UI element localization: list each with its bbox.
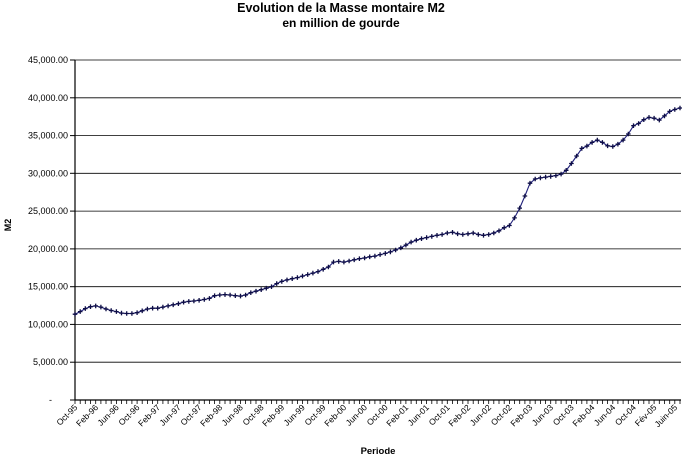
y-tick-label: 10,000.00 [28,319,68,329]
y-tick-label: 35,000.00 [28,131,68,141]
x-tick-label: Feb-99 [260,402,286,428]
x-tick-label: Feb-03 [508,402,534,428]
m2-series-line [74,107,681,315]
x-tick-label: Feb-97 [136,402,162,428]
y-tick-label: 30,000.00 [28,168,68,178]
x-tick-label: Jun-01 [406,402,432,428]
x-tick-label: Jun-04 [592,402,618,428]
x-tick-label: Juin-05 [652,402,679,429]
x-tick-label: Jun-97 [157,402,183,428]
x-tick-label: Feb-98 [198,402,224,428]
x-tick-label: Feb-01 [384,402,410,428]
y-tick-label: 20,000.00 [28,244,68,254]
y-tick-label: 40,000.00 [28,93,68,103]
x-tick-label: Feb-02 [446,402,472,428]
x-tick-label: Jun-00 [344,402,370,428]
x-tick-label: Jun-96 [95,402,121,428]
x-tick-label: Jun-03 [530,402,556,428]
chart-title: Evolution de la Masse montaire M2 en mil… [0,1,682,31]
x-axis-title: Periode [360,446,396,457]
y-tick-label: 5,000.00 [33,357,68,367]
chart-title-line2: en million de gourde [282,16,400,30]
m2-data-markers [72,105,682,317]
chart-title-line1: Evolution de la Masse montaire M2 [237,1,445,15]
y-tick-label: 45,000.00 [28,55,68,65]
x-tick-label: Jun-98 [219,402,245,428]
x-tick-label: Feb-00 [322,402,348,428]
y-tick-label: - [49,395,52,405]
y-tick-label: 25,000.00 [28,206,68,216]
x-tick-label: Feb-96 [74,402,100,428]
x-tick-label: Jun-99 [281,402,307,428]
y-tick-label: 15,000.00 [28,282,68,292]
x-tick-label: Feb-04 [570,402,596,428]
x-tick-label: Jun-02 [468,402,494,428]
